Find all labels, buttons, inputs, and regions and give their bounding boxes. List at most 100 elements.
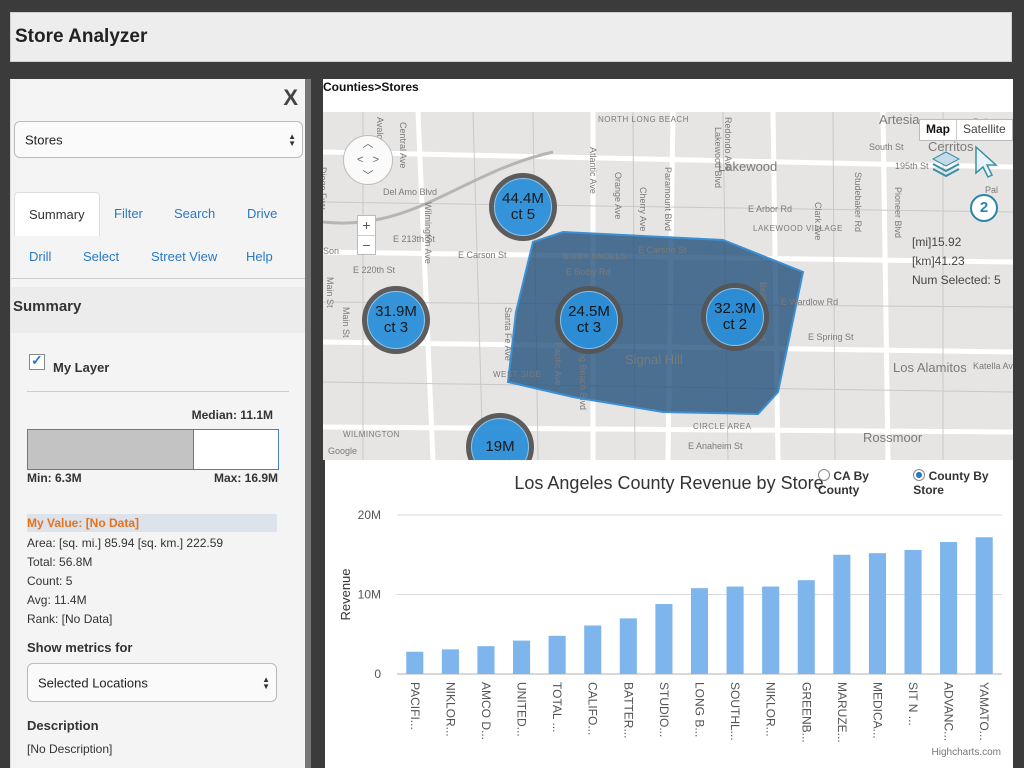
- store-cluster[interactable]: 31.9M ct 3: [362, 286, 430, 354]
- store-cluster[interactable]: 19M: [466, 413, 534, 460]
- place-label: Cerritos: [928, 139, 974, 154]
- chart-bar[interactable]: [726, 586, 744, 674]
- tab-search[interactable]: Search: [174, 206, 216, 221]
- y-tick-label: 10M: [358, 588, 381, 602]
- chart-bar[interactable]: [690, 588, 709, 674]
- x-tick-label: PACIFI...: [408, 682, 422, 730]
- cluster-count: ct 2: [722, 316, 748, 333]
- chart-bar[interactable]: [940, 542, 958, 674]
- chart-bar[interactable]: [406, 651, 424, 674]
- x-tick-label: NIKLOR...: [764, 682, 778, 737]
- place-label: Redondo Ave: [723, 117, 733, 171]
- breadcrumb[interactable]: Counties>Stores: [323, 80, 419, 94]
- chart-title: Los Angeles County Revenue by Store: [514, 473, 823, 493]
- tab-filter[interactable]: Filter: [114, 206, 143, 221]
- layer-select[interactable]: Stores ▲ ▼: [14, 121, 303, 158]
- cluster-value: 31.9M: [375, 303, 417, 320]
- store-cluster-inner: 44.4M ct 5: [494, 178, 552, 236]
- median-label: Median: 11.1M: [191, 408, 273, 422]
- place-label: LAKEWOOD VILLAGE: [753, 224, 843, 233]
- total-metric: Total: 56.8M: [27, 555, 93, 569]
- place-label: Los Alamitos: [893, 360, 967, 375]
- store-cluster[interactable]: 32.3M ct 2: [701, 283, 769, 351]
- chart-bar[interactable]: [584, 625, 602, 674]
- max-label: Max: 16.9M: [214, 471, 279, 485]
- x-tick-label: BATTER...: [621, 682, 635, 738]
- tab-help[interactable]: Help: [246, 249, 273, 264]
- x-tick-label: ADVANC...: [942, 682, 956, 741]
- chart-bar[interactable]: [868, 553, 886, 674]
- place-label: E Wardlow Rd: [781, 297, 839, 307]
- chart-bar[interactable]: [797, 580, 815, 674]
- radio-unchecked-icon: [818, 469, 830, 481]
- store-cluster[interactable]: 24.5M ct 3: [555, 286, 623, 354]
- pan-control[interactable]: ︿ < > ﹀: [343, 135, 393, 185]
- layer-label: My Layer: [53, 360, 110, 375]
- select-arrows-icon: ▲ ▼: [262, 674, 270, 691]
- metrics-select-value: Selected Locations: [38, 675, 148, 690]
- place-label: Pioneer Blvd: [893, 187, 903, 239]
- y-axis-title: Revenue: [338, 568, 353, 620]
- selection-polygon[interactable]: [506, 230, 805, 416]
- place-label: Orange Ave: [613, 172, 623, 220]
- chart-bar[interactable]: [477, 646, 495, 674]
- chart-bar[interactable]: [762, 586, 780, 674]
- chart-bar[interactable]: [975, 537, 993, 674]
- panel-scrollbar[interactable]: [305, 79, 311, 768]
- chart-bar[interactable]: [833, 554, 851, 674]
- map-button[interactable]: Map: [920, 120, 957, 140]
- x-tick-label: SOUTHL...: [728, 682, 742, 741]
- place-label: E Arbor Rd: [748, 204, 793, 214]
- layers-icon[interactable]: [931, 149, 961, 179]
- panel-tabs: Summary Filter Search Drive Drill Select…: [14, 192, 303, 277]
- store-cluster-inner: 32.3M ct 2: [706, 288, 764, 346]
- chart-bar[interactable]: [619, 618, 637, 674]
- place-label: 195th St: [895, 161, 929, 171]
- chart-bar[interactable]: [655, 604, 673, 674]
- tabs-divider: [11, 278, 306, 279]
- my-value-row: [27, 514, 277, 532]
- option-county-by-store[interactable]: County By Store: [913, 469, 1013, 497]
- tab-street-view[interactable]: Street View: [151, 249, 218, 264]
- my-value-label: My Value: [No Data]: [27, 516, 140, 530]
- distance-km: [km]41.23: [912, 254, 965, 268]
- place-label: E 213th St: [393, 234, 436, 244]
- selection-count-badge[interactable]: 2: [970, 194, 998, 222]
- chart-bar[interactable]: [441, 649, 459, 674]
- select-cursor-icon[interactable]: [973, 145, 999, 179]
- place-label: Lakewood: [718, 159, 778, 174]
- option-ca-by-county[interactable]: CA By County: [818, 469, 905, 497]
- y-tick-label: 0: [374, 667, 381, 681]
- x-tick-label: MARUZE...: [835, 682, 849, 743]
- place-label: Diego Fwy: [323, 167, 328, 210]
- chart-bar[interactable]: [548, 635, 566, 674]
- cluster-count: ct 3: [576, 319, 602, 336]
- option-county-by-store-label: County By Store: [913, 469, 989, 497]
- tab-select[interactable]: Select: [83, 249, 120, 264]
- zoom-out-button[interactable]: −: [362, 237, 371, 253]
- place-label: South St: [869, 142, 904, 152]
- store-cluster[interactable]: 44.4M ct 5: [489, 173, 557, 241]
- cluster-value: 32.3M: [714, 300, 756, 317]
- zoom-in-button[interactable]: +: [358, 216, 375, 236]
- tab-drive[interactable]: Drive: [247, 206, 278, 221]
- place-label: Atlantic Ave: [588, 147, 598, 194]
- chart-bar[interactable]: [904, 549, 922, 674]
- place-label: Studebaker Rd: [853, 172, 863, 233]
- place-label: E Bixby Rd: [566, 267, 611, 277]
- tab-summary[interactable]: Summary: [14, 192, 100, 236]
- tab-drill[interactable]: Drill: [29, 249, 52, 264]
- description-title: Description: [27, 718, 99, 733]
- close-panel-button[interactable]: X: [283, 85, 298, 110]
- place-label: E Carson St: [638, 245, 687, 255]
- freeway: [323, 150, 554, 225]
- cluster-value: 44.4M: [502, 190, 544, 207]
- satellite-button[interactable]: Satellite: [963, 122, 1006, 136]
- place-label: Google: [328, 446, 358, 456]
- map-canvas[interactable]: NORTH LONG BEACH Artesia Cerritos South St 1…: [323, 112, 1013, 460]
- layer-checkbox[interactable]: ✓: [29, 352, 45, 370]
- chart-bar[interactable]: [513, 640, 531, 674]
- x-tick-label: UNITED...: [515, 682, 529, 737]
- metrics-select[interactable]: Selected Locations ▲ ▼: [27, 663, 277, 702]
- summary-panel: X Stores ▲ ▼ Summary Filter Search Drive …: [10, 79, 306, 768]
